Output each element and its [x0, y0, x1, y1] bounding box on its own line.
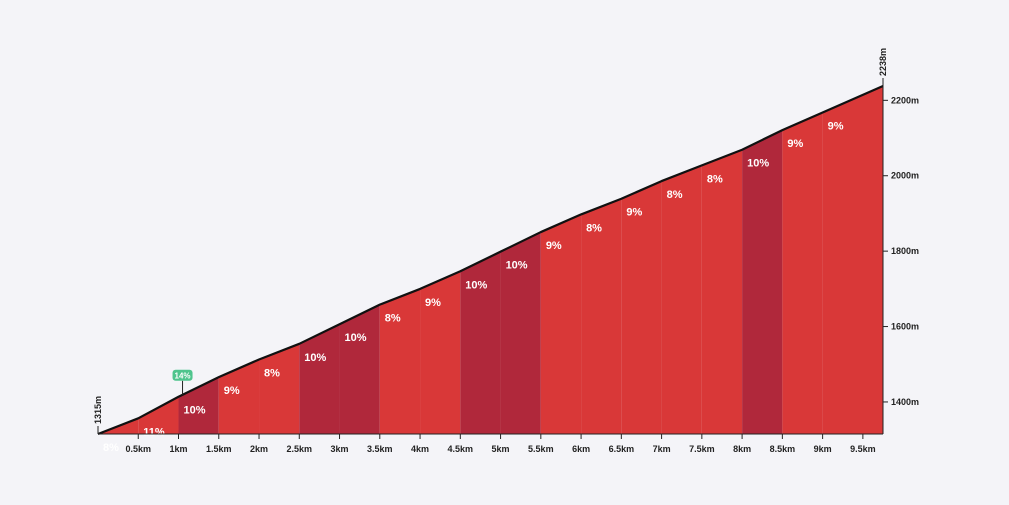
gradient-segment — [581, 198, 622, 434]
x-tick-label: 7.5km — [689, 444, 715, 454]
gradient-label: 10% — [184, 405, 206, 417]
elevation-markers: 1315m 2238m 14% — [93, 48, 888, 434]
gradient-segment — [701, 149, 743, 434]
gradient-label: 8% — [667, 189, 683, 201]
gradient-segment — [822, 86, 883, 434]
gradient-label: 9% — [828, 120, 844, 132]
gradient-label: 9% — [626, 207, 642, 219]
gradient-segment — [460, 251, 501, 434]
gradient-label: 10% — [304, 352, 326, 364]
profile-line — [97, 84, 884, 436]
start-elevation-label: 1315m — [93, 396, 103, 424]
x-tick-label: 3.5km — [367, 444, 393, 454]
gradient-segment — [299, 324, 340, 434]
x-tick-label: 7km — [653, 444, 671, 454]
end-elevation-label: 2238m — [878, 48, 888, 76]
x-axis: 0.5km 1km 1.5km 2km 2.5km 3km 3.5km 4km 4.5km 5km… — [98, 433, 883, 454]
x-tick-label: 6.5km — [609, 444, 635, 454]
gradient-label: 8% — [586, 222, 602, 234]
x-tick-label: 4.5km — [448, 444, 474, 454]
y-tick-label: 1800m — [891, 246, 919, 256]
x-tick-label: 1.5km — [206, 444, 232, 454]
x-tick-label: 9km — [814, 444, 832, 454]
x-tick-label: 8km — [733, 444, 751, 454]
gradient-labels: 8% 11% 10% 9% 8% 10% 10% 8% 9% 10% 10% 9% 8% 9% 8% 8% 10… — [103, 120, 844, 454]
x-tick-label: 9.5km — [850, 444, 876, 454]
gradient-segment — [379, 288, 421, 434]
y-axis: 1400m 1600m 1800m 2000m 2200m — [882, 86, 919, 434]
gradient-label: 10% — [465, 279, 487, 291]
x-tick-label: 2.5km — [287, 444, 313, 454]
y-tick-label: 2000m — [891, 171, 919, 181]
gradient-label: 8% — [264, 367, 280, 379]
x-tick-label: 8.5km — [770, 444, 796, 454]
gradient-segment — [621, 181, 662, 434]
max-gradient-badge-label: 14% — [175, 371, 191, 380]
gradient-segment — [420, 271, 461, 434]
x-tick-label: 5km — [492, 444, 510, 454]
y-tick-label: 1600m — [891, 322, 919, 332]
gradient-segment — [259, 343, 300, 434]
profile-line-group — [97, 84, 884, 436]
y-tick-label: 1400m — [891, 397, 919, 407]
gradient-segment — [661, 165, 702, 434]
gradient-label: 10% — [506, 260, 528, 272]
gradient-label: 10% — [345, 332, 367, 344]
x-tick-label: 5.5km — [528, 444, 554, 454]
gradient-segment — [178, 377, 219, 434]
gradient-label: 9% — [425, 297, 441, 309]
gradient-segment — [540, 214, 582, 434]
gradient-label: 8% — [103, 442, 119, 454]
gradient-segment — [782, 112, 823, 435]
y-tick-label: 2200m — [891, 95, 919, 105]
gradient-segment — [339, 304, 380, 434]
gradient-label: 10% — [747, 158, 769, 170]
gradient-label: 8% — [385, 313, 401, 325]
gradient-label: 8% — [707, 173, 723, 185]
x-tick-label: 2km — [250, 444, 268, 454]
gradient-label: 9% — [546, 240, 562, 252]
gradient-label: 11% — [143, 426, 165, 438]
gradient-segment — [500, 232, 541, 434]
max-gradient-badge — [172, 369, 193, 381]
x-tick-label: 4km — [411, 444, 429, 454]
gradient-segment — [218, 359, 260, 434]
x-tick-label: 3km — [331, 444, 349, 454]
x-tick-label: 1km — [170, 444, 188, 454]
gradient-label: 9% — [787, 138, 803, 150]
x-tick-label: 6km — [572, 444, 590, 454]
gradient-segment — [742, 130, 783, 434]
x-tick-label: 0.5km — [125, 444, 151, 454]
gradient-label: 9% — [224, 385, 240, 397]
gradient-segment — [138, 396, 179, 434]
gradient-segments — [98, 86, 883, 435]
